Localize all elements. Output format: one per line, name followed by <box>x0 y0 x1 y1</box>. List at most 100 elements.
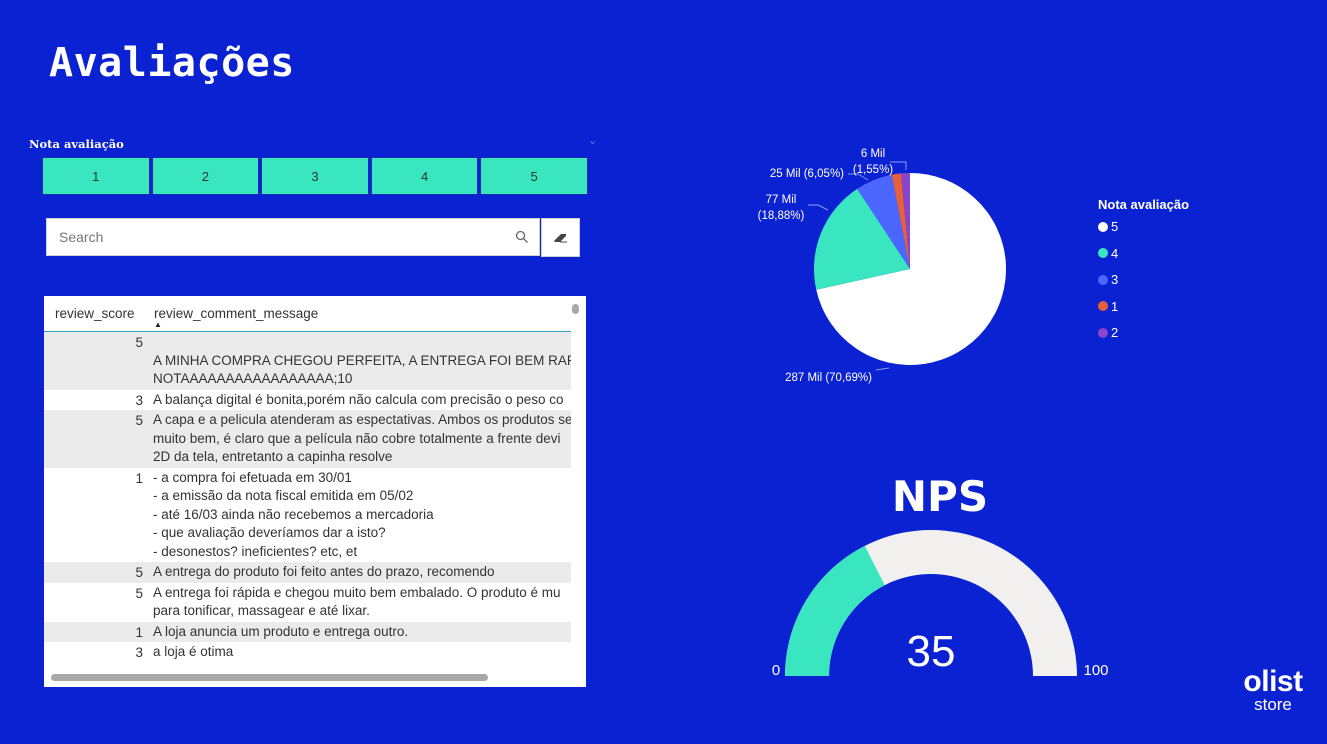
table-row[interactable]: 1 - a compra foi efetuada em 30/01 - a emi… <box>44 468 571 563</box>
legend-item-3[interactable]: 3 <box>1098 272 1118 287</box>
table-row[interactable]: 3 A balança digital é bonita,porém não ca… <box>44 390 571 411</box>
slicer-option-1[interactable]: 1 <box>42 157 150 195</box>
legend-label: 1 <box>1111 298 1119 314</box>
review-comment-line: A entrega do produto foi feito antes do … <box>153 564 495 579</box>
review-score-cell: 1 <box>135 470 143 486</box>
pie-leader-line-2 <box>890 161 907 170</box>
gauge-fill <box>785 545 885 676</box>
pie-data-label-3: 25 Mil (6,05%) <box>770 168 844 180</box>
review-comment-line: A capa e a pelicula atenderam as especta… <box>153 412 571 427</box>
review-comment-line: - que avaliação deveríamos dar a isto? <box>153 525 386 540</box>
legend-item-4[interactable]: 4 <box>1098 246 1118 261</box>
review-comment-line: - a emissão da nota fiscal emitida em 05… <box>153 488 414 503</box>
review-comment-line: A loja anuncia um produto e entrega outr… <box>153 623 409 639</box>
logo-sub-text: store <box>1254 695 1292 714</box>
legend-title: Nota avaliação <box>1098 197 1190 212</box>
pie-slice-1[interactable] <box>891 173 910 269</box>
olist-store-logo: olist store <box>1238 665 1308 714</box>
legend-marker <box>1098 301 1108 311</box>
legend-marker <box>1098 274 1108 285</box>
column-header-review-score[interactable]: review_score <box>55 306 135 321</box>
table-row[interactable]: 3 a loja é otima <box>44 642 571 663</box>
slicer-option-2[interactable]: 2 <box>151 157 260 195</box>
legend-item-1[interactable]: 1 <box>1098 299 1118 314</box>
pie-data-label-5: 287 Mil (70,69%) <box>785 372 872 384</box>
pie-slice-2[interactable] <box>900 173 910 269</box>
clear-search-button[interactable] <box>541 218 580 257</box>
review-comment-line: muito bem, é claro que a película não co… <box>153 430 561 446</box>
slicer-option-5[interactable]: 5 <box>480 157 588 195</box>
review-comment-line: para tonificar, massagear e até lixar. <box>153 603 370 618</box>
pie-slice-4[interactable] <box>813 188 910 290</box>
review-comment-cell: A entrega foi rápida e chegou muito bem … <box>143 583 561 622</box>
pie-leader-line-5 <box>875 367 890 371</box>
table-row[interactable]: 5 A capa e a pelicula atenderam as espect… <box>44 410 571 468</box>
horizontal-scrollbar[interactable] <box>51 674 488 681</box>
nps-title: NPS <box>891 472 989 521</box>
legend-label: 4 <box>1111 245 1119 261</box>
legend-item-5[interactable]: 5 <box>1098 219 1118 234</box>
rating-slicer: 1 2 3 4 5 <box>42 157 588 195</box>
gauge-value-label: 35 <box>907 627 956 676</box>
review-comment-cell: A entrega do produto foi feito antes do … <box>143 562 494 583</box>
pie-leader-line-3 <box>848 173 869 181</box>
review-score-cell: 5 <box>135 335 143 350</box>
review-score-cell: 5 <box>135 565 143 580</box>
review-score-cell: 1 <box>135 624 143 640</box>
review-comment-cell: A balança digital é bonita,porém não cal… <box>143 390 564 411</box>
review-score-cell: 3 <box>135 392 143 408</box>
pie-data-label-2: 6 Mil (1,55%) <box>853 148 893 176</box>
pie-slice-5[interactable] <box>816 172 1007 365</box>
legend-label: 2 <box>1111 325 1119 340</box>
legend-marker <box>1098 248 1108 258</box>
review-comment-line: - a compra foi efetuada em 30/01 <box>153 469 352 485</box>
review-comment-line: NOTAAAAAAAAAAAAAAAAA;10 <box>153 371 353 386</box>
review-comment-cell: A loja anuncia um produto e entrega outr… <box>143 622 408 643</box>
table-header: review_score review_comment_message ▲ <box>44 296 571 332</box>
legend-marker <box>1098 221 1108 232</box>
table-row[interactable]: 5 A entrega foi rápida e chegou muito bem… <box>44 583 571 622</box>
gauge-min-label: 0 <box>772 662 780 679</box>
column-header-review-comment-message[interactable]: review_comment_message <box>154 306 319 321</box>
search-icon[interactable] <box>515 230 529 244</box>
slicer-title: Nota avaliação <box>29 137 124 151</box>
vertical-scrollbar[interactable] <box>572 304 579 314</box>
search-box <box>46 218 540 256</box>
table-row[interactable]: 1 A loja anuncia um produto e entrega out… <box>44 621 571 643</box>
logo-main-text: olist <box>1243 665 1303 698</box>
review-comment-cell: A MINHA COMPRA CHEGOU PERFEITA, A ENTREG… <box>143 332 571 390</box>
slicer-option-4[interactable]: 4 <box>370 157 479 195</box>
pie-data-label-4: 77 Mil (18,88%) <box>758 194 805 222</box>
review-comment-cell: a loja é otima <box>143 642 233 663</box>
review-comment-line: a loja é otima <box>153 644 234 659</box>
gauge-max-label: 100 <box>1083 662 1108 679</box>
review-comment-line: A entrega foi rápida e chegou muito bem … <box>153 584 561 600</box>
review-comment-cell: - a compra foi efetuada em 30/01 - a emis… <box>143 468 434 563</box>
slicer-option-3[interactable]: 3 <box>261 157 369 195</box>
pie-leader-line-4 <box>808 204 829 211</box>
legend-label: 5 <box>1111 219 1119 234</box>
table-row[interactable]: 5 A MINHA COMPRA CHEGOU PERFEITA, A ENTRE… <box>44 332 571 390</box>
review-comment-line: - até 16/03 ainda não recebemos a mercad… <box>153 506 434 522</box>
review-comment-line: 2D da tela, entretanto a capinha resolve <box>153 449 393 464</box>
review-score-cell: 5 <box>135 585 143 601</box>
search-input[interactable] <box>57 228 515 246</box>
sort-ascending-icon: ▲ <box>154 320 162 329</box>
legend-item-2[interactable]: 2 <box>1098 325 1118 340</box>
review-comment-line: A balança digital é bonita,porém não cal… <box>153 391 564 407</box>
legend-marker <box>1098 327 1108 338</box>
pie-slice-3[interactable] <box>857 174 910 269</box>
table-row[interactable]: 5 A entrega do produto foi feito antes do… <box>44 562 571 583</box>
review-comment-line: - desonestos? ineficientes? etc, et <box>153 543 358 559</box>
review-comment-cell: A capa e a pelicula atenderam as especta… <box>143 410 571 468</box>
review-comment-line: A MINHA COMPRA CHEGOU PERFEITA, A ENTREG… <box>153 352 571 368</box>
eraser-icon <box>553 233 567 242</box>
review-score-cell: 3 <box>135 645 143 660</box>
page-title: Avaliações <box>49 40 295 86</box>
review-score-cell: 5 <box>135 413 143 428</box>
chevron-down-icon[interactable]: ⌄ <box>588 134 598 147</box>
table-body: 5 A MINHA COMPRA CHEGOU PERFEITA, A ENTRE… <box>44 332 571 663</box>
